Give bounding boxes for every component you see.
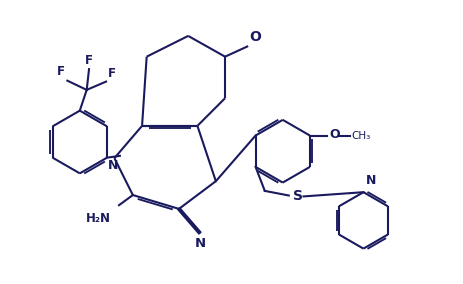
- Text: O: O: [249, 30, 260, 44]
- Text: H₂N: H₂N: [86, 212, 111, 225]
- Text: N: N: [194, 237, 206, 250]
- Text: O: O: [329, 128, 339, 141]
- Text: N: N: [365, 174, 375, 187]
- Text: S: S: [293, 189, 303, 203]
- Text: F: F: [57, 65, 65, 78]
- Text: CH₃: CH₃: [350, 131, 370, 141]
- Text: F: F: [85, 54, 93, 67]
- Text: F: F: [108, 67, 116, 80]
- Text: N: N: [108, 159, 119, 172]
